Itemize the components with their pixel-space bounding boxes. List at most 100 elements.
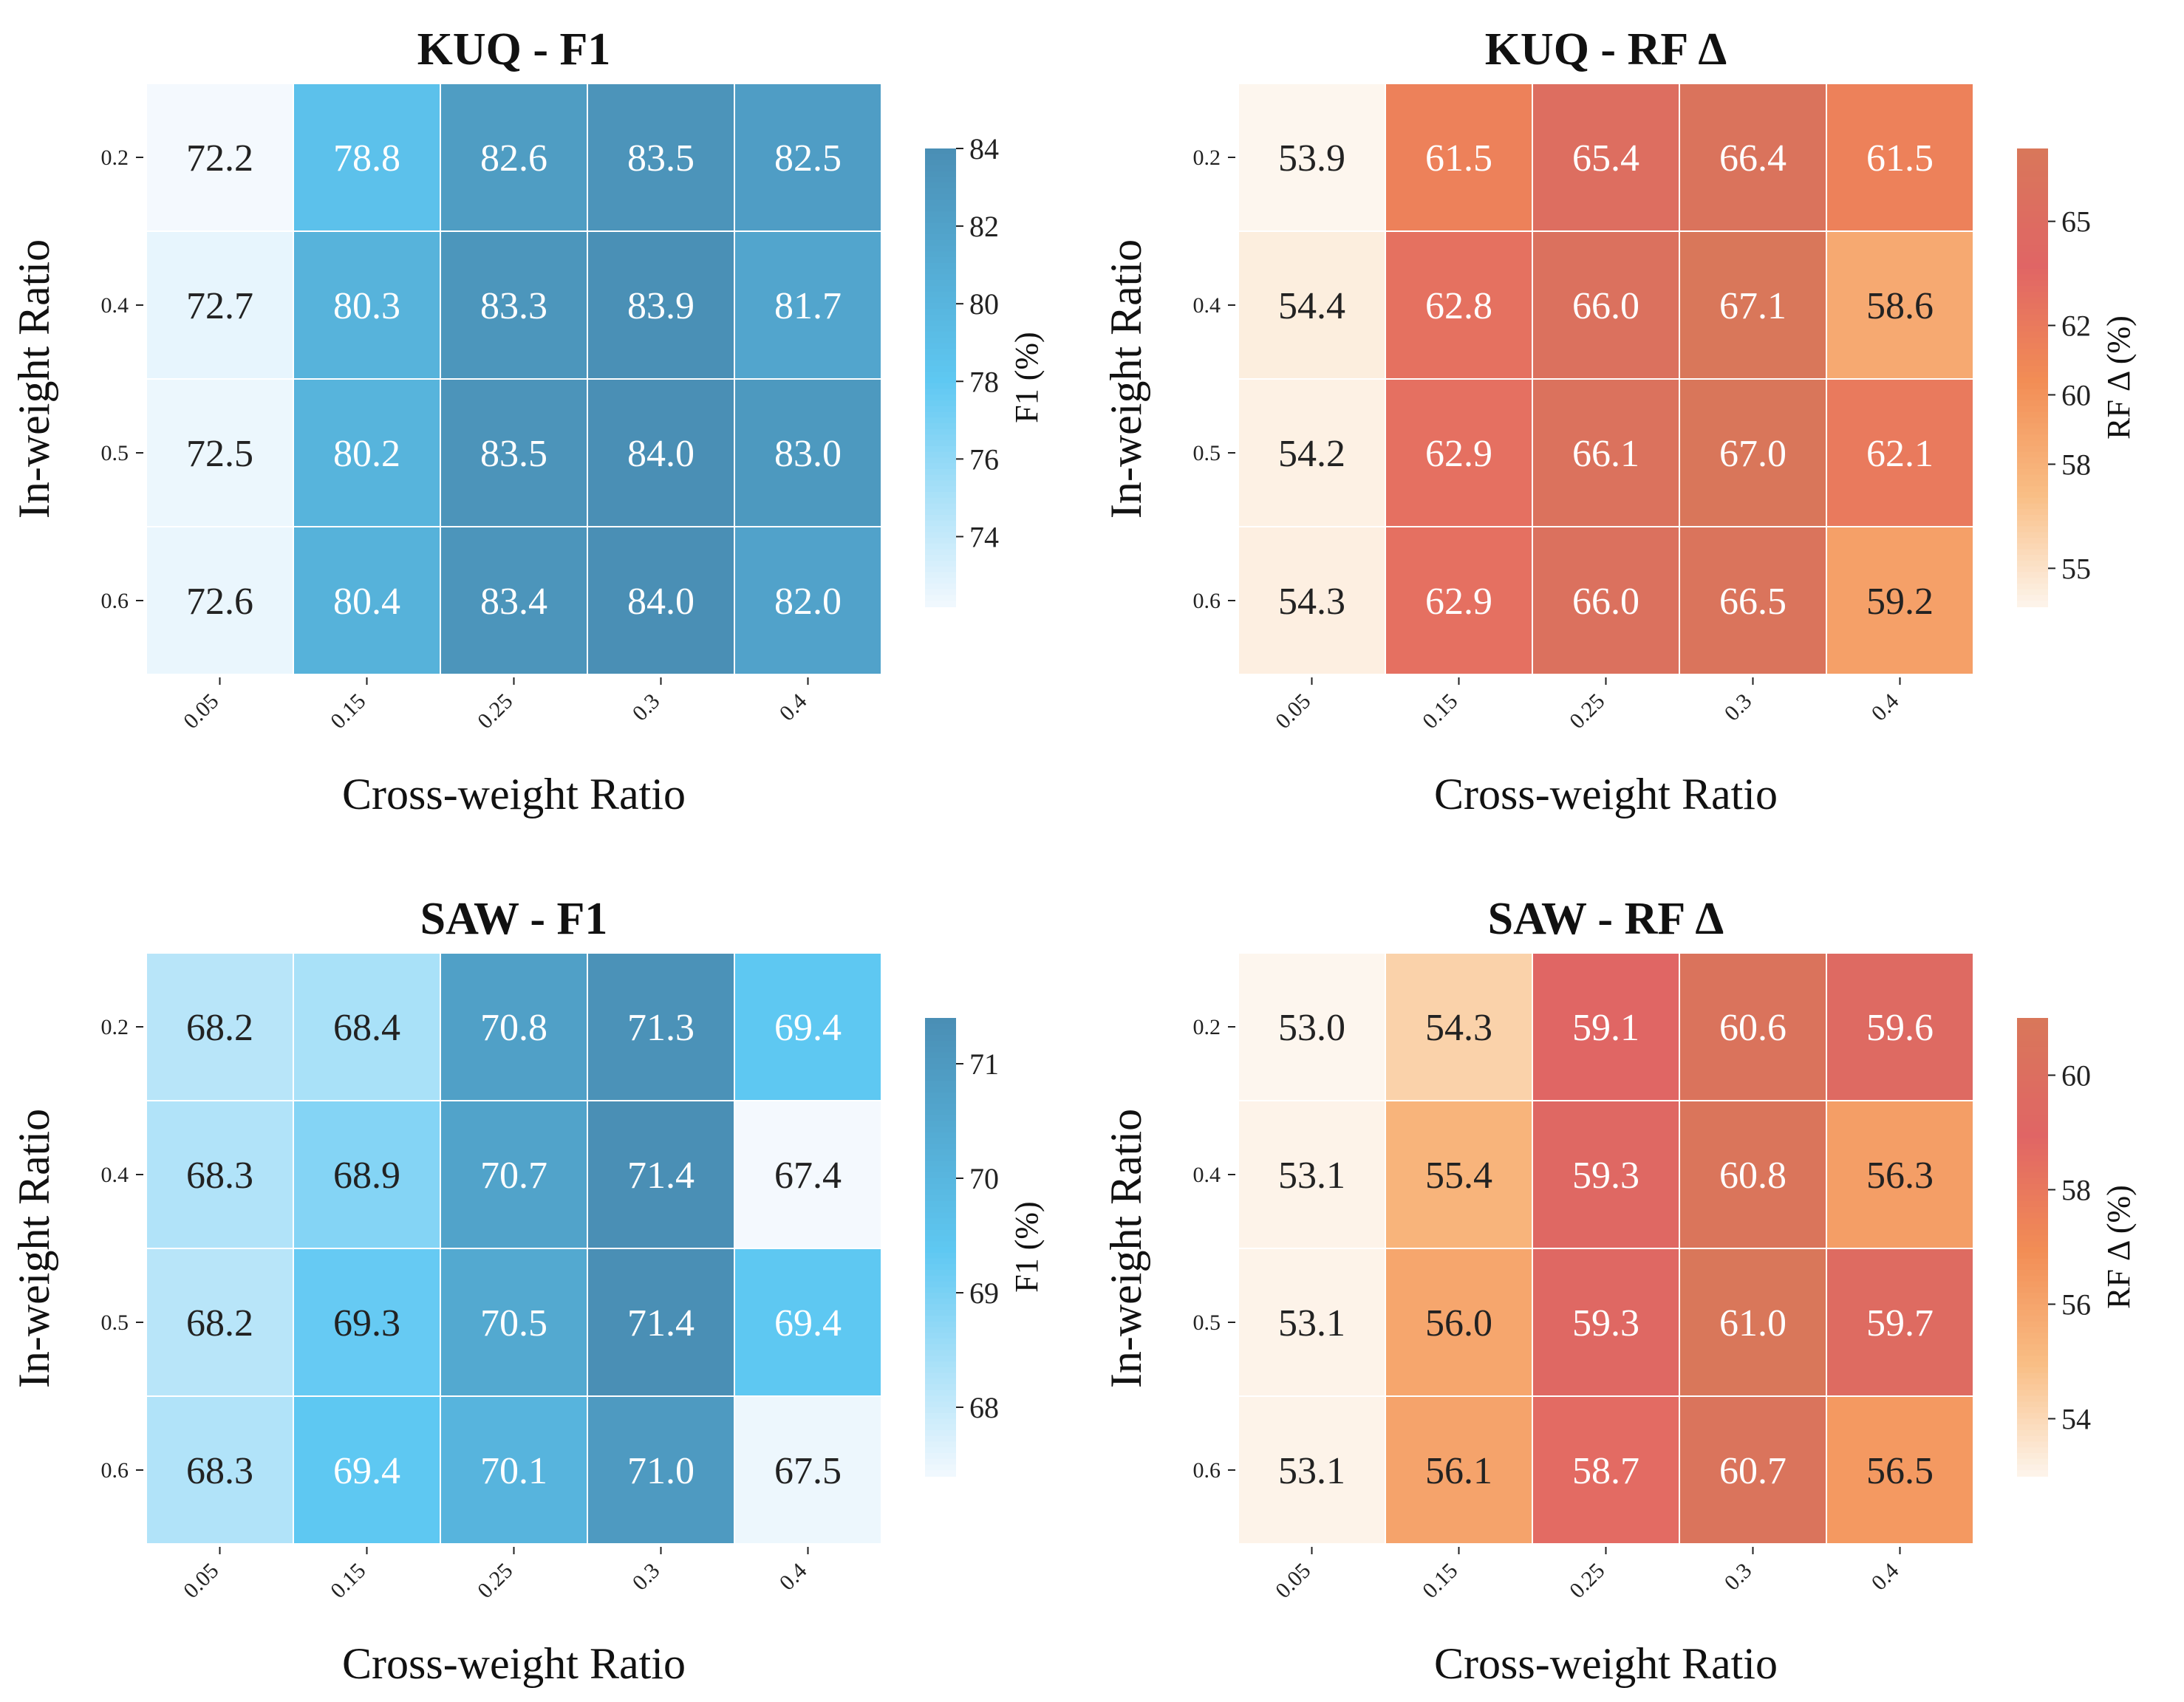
colorbar-segment: [925, 543, 956, 550]
heatmap-cell: [146, 952, 294, 1101]
heatmap-cell: [1385, 1100, 1533, 1249]
chart-title: KUQ - F1: [417, 24, 611, 75]
colorbar-tick-label: 58: [2061, 1174, 2091, 1207]
colorbar-segment: [2017, 469, 2048, 476]
colorbar-segment: [925, 1401, 956, 1408]
colorbar-segment: [2017, 457, 2048, 465]
colorbar-tick-label: 62: [2061, 310, 2091, 343]
cell-value: 68.2: [186, 1302, 253, 1344]
colorbar-segment: [2017, 1144, 2048, 1151]
colorbar-segment: [925, 1293, 956, 1299]
cell-value: 80.4: [333, 581, 400, 623]
colorbar-segment: [925, 1218, 956, 1225]
colorbar-segment: [2017, 1384, 2048, 1391]
colorbar-segment: [925, 205, 956, 213]
colorbar-segment: [925, 1138, 956, 1145]
x-tick-label: 0.4: [1867, 1559, 1904, 1596]
colorbar-segment: [925, 280, 956, 287]
colorbar-segment: [925, 434, 956, 442]
cell-value: 81.7: [774, 285, 842, 327]
colorbar-segment: [2017, 1270, 2048, 1276]
colorbar-segment: [925, 366, 956, 373]
colorbar-segment: [2017, 1224, 2048, 1231]
colorbar-segment: [2017, 1087, 2048, 1093]
cell-value: 66.4: [1719, 137, 1787, 180]
colorbar-segment: [2017, 1321, 2048, 1328]
heatmap-panel-3: SAW - F1 68.2 68.4 70.8 71.3 69.4 68.3 68.9 70.7…: [10, 894, 1045, 1688]
x-tick-label: 0.3: [628, 689, 665, 726]
colorbar-segment: [2017, 1029, 2048, 1036]
colorbar-segment: [2017, 332, 2048, 338]
heatmap-cell: [1238, 1248, 1386, 1397]
colorbar-segment: [925, 400, 956, 407]
colorbar-segment: [2017, 349, 2048, 355]
heatmap-cell: [1679, 83, 1827, 232]
cell-value: 82.5: [774, 137, 842, 180]
colorbar-segment: [2017, 555, 2048, 561]
colorbar-segment: [2017, 1350, 2048, 1357]
colorbar-segment: [925, 355, 956, 361]
colorbar-segment: [2017, 1235, 2048, 1243]
y-tick-label: 0.2: [101, 1015, 129, 1039]
colorbar-segment: [2017, 1081, 2048, 1087]
colorbar-segment: [925, 1252, 956, 1260]
colorbar-segment: [925, 211, 956, 218]
colorbar-segment: [925, 1229, 956, 1237]
colorbar-segment: [2017, 440, 2048, 447]
colorbar-segment: [2017, 1075, 2048, 1082]
cell-value: 69.4: [333, 1450, 400, 1492]
colorbar-segment: [2017, 1092, 2048, 1099]
colorbar-segment: [925, 177, 956, 184]
heatmap-cell: [734, 1100, 882, 1249]
colorbar-segment: [925, 349, 956, 355]
colorbar-segment: [925, 1115, 956, 1122]
colorbar-segment: [925, 263, 956, 270]
heatmap-cell: [587, 83, 735, 232]
heatmap-cell: [1826, 526, 1974, 675]
colorbar-segment: [925, 1258, 956, 1265]
colorbar-segment: [925, 566, 956, 573]
colorbar-segment: [2017, 303, 2048, 310]
colorbar-segment: [2017, 1316, 2048, 1322]
colorbar-segment: [925, 1418, 956, 1426]
heatmap-cell: [293, 83, 441, 232]
colorbar-segment: [925, 538, 956, 544]
heatmap-cell: [1238, 1395, 1386, 1545]
colorbar-segment: [2017, 1018, 2048, 1025]
heatmap-cell: [1679, 952, 1827, 1101]
colorbar-segment: [925, 1339, 956, 1345]
heatmap-cell: [587, 1395, 735, 1545]
cell-value: 62.8: [1425, 285, 1492, 327]
colorbar-segment: [2017, 314, 2048, 321]
y-axis-label: In-weight Ratio: [1102, 1109, 1150, 1388]
colorbar-segment: [2017, 1430, 2048, 1437]
colorbar-segment: [2017, 543, 2048, 550]
colorbar-segment: [2017, 217, 2048, 224]
colorbar-segment: [925, 1127, 956, 1133]
cell-value: 70.5: [480, 1302, 547, 1344]
colorbar-segment: [2017, 309, 2048, 315]
heatmap-cell: [293, 1395, 441, 1545]
cell-value: 83.9: [627, 285, 695, 327]
colorbar-segment: [2017, 417, 2048, 424]
cell-value: 56.5: [1866, 1450, 1934, 1492]
colorbar-segment: [2017, 251, 2048, 259]
cell-value: 71.0: [627, 1450, 695, 1492]
colorbar-segment: [925, 595, 956, 602]
colorbar-segment: [2017, 566, 2048, 573]
cell-value: 60.8: [1719, 1155, 1787, 1197]
colorbar-segment: [2017, 1367, 2048, 1374]
colorbar-segment: [925, 1373, 956, 1380]
colorbar: 55 58 60 62 65 RF Δ (%): [2017, 148, 2137, 607]
heatmap-cell: [146, 1395, 294, 1545]
cell-value: 59.7: [1866, 1302, 1934, 1344]
heatmap-cell: [1238, 526, 1386, 675]
colorbar-segment: [2017, 1258, 2048, 1265]
colorbar-segment: [925, 1367, 956, 1374]
heatmap-cell: [734, 230, 882, 380]
cell-value: 83.0: [774, 433, 842, 475]
colorbar: 74 76 78 80 82 84 F1 (%): [925, 132, 1045, 607]
y-tick-label: 0.5: [101, 441, 129, 465]
colorbar-segment: [2017, 1069, 2048, 1076]
